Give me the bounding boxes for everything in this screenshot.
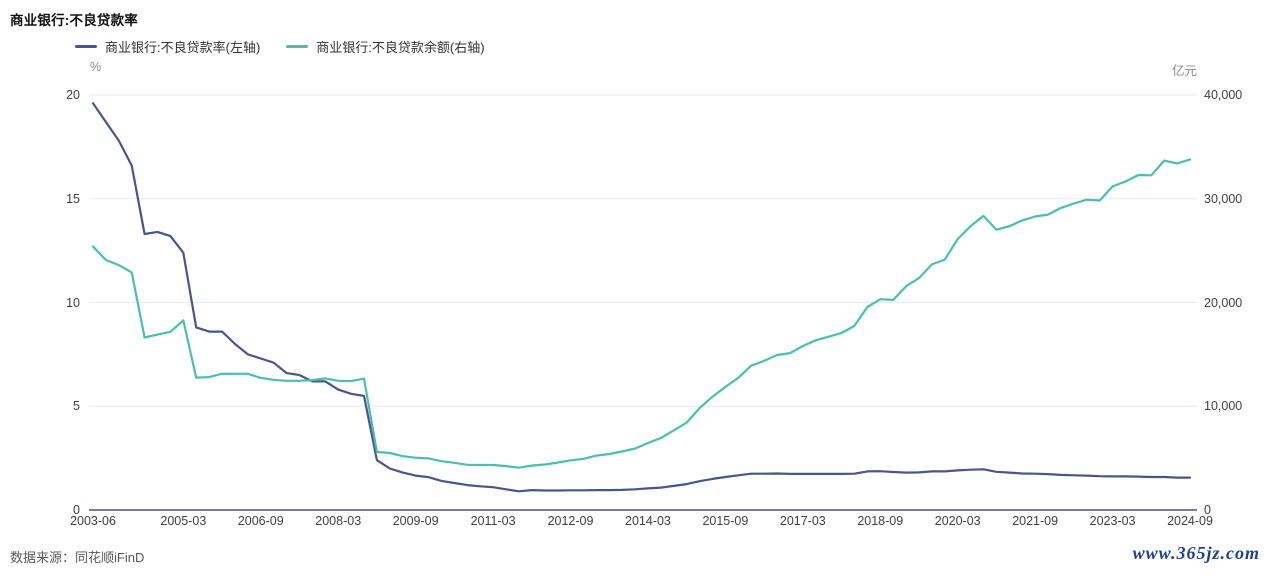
line-swatch-icon bbox=[286, 44, 309, 49]
x-axis-tick: 2017-03 bbox=[779, 514, 826, 528]
left-axis-tick: 0 bbox=[73, 503, 80, 517]
line-swatch-icon bbox=[75, 44, 97, 49]
x-axis-tick: 2014-03 bbox=[625, 514, 671, 528]
legend: 商业银行:不良贷款率(左轴) 商业银行:不良贷款余额(右轴) bbox=[75, 37, 485, 56]
legend-label-npl-rate: 商业银行:不良贷款率(左轴) bbox=[105, 40, 261, 55]
legend-label-npl-balance: 商业银行:不良贷款余额(右轴) bbox=[316, 40, 485, 55]
right-axis-tick: 30,000 bbox=[1204, 191, 1243, 206]
x-axis-tick: 2003-06 bbox=[70, 514, 116, 528]
x-axis-tick: 2015-09 bbox=[702, 514, 749, 528]
x-axis-tick: 2018-09 bbox=[857, 514, 904, 528]
legend-item-npl-rate[interactable]: 商业银行:不良贷款率(左轴) bbox=[75, 37, 260, 56]
left-axis-tick: 15 bbox=[66, 191, 80, 206]
left-axis-unit: % bbox=[90, 60, 102, 74]
left-axis-tick: 10 bbox=[66, 295, 80, 310]
x-axis-tick: 2005-03 bbox=[160, 514, 207, 528]
x-axis-tick: 2009-09 bbox=[392, 514, 439, 528]
chart-title: 商业银行:不良贷款率 bbox=[10, 13, 138, 28]
x-axis-tick: 2011-03 bbox=[470, 514, 516, 528]
watermark-link[interactable]: www.365jz.com bbox=[1132, 543, 1260, 563]
right-axis-unit: 亿元 bbox=[1171, 64, 1197, 78]
data-source: 数据来源：同花顺iFinD bbox=[10, 550, 145, 565]
x-axis-tick: 2023-03 bbox=[1089, 514, 1136, 528]
x-axis-tick: 2020-03 bbox=[934, 514, 981, 528]
x-axis-tick: 2021-09 bbox=[1012, 514, 1059, 528]
right-axis-tick: 40,000 bbox=[1204, 88, 1243, 102]
x-axis-tick: 2008-03 bbox=[315, 514, 362, 528]
x-axis-tick: 2024-09 bbox=[1167, 514, 1213, 528]
left-axis-tick: 20 bbox=[66, 88, 80, 102]
right-axis-tick: 10,000 bbox=[1204, 399, 1243, 414]
legend-item-npl-balance[interactable]: 商业银行:不良贷款余额(右轴) bbox=[286, 37, 485, 56]
left-axis-tick: 5 bbox=[73, 399, 80, 414]
x-axis-tick: 2012-09 bbox=[547, 514, 594, 528]
x-axis-tick: 2006-09 bbox=[237, 514, 284, 528]
right-axis-tick: 20,000 bbox=[1204, 295, 1243, 310]
right-axis-tick: 0 bbox=[1204, 503, 1211, 517]
